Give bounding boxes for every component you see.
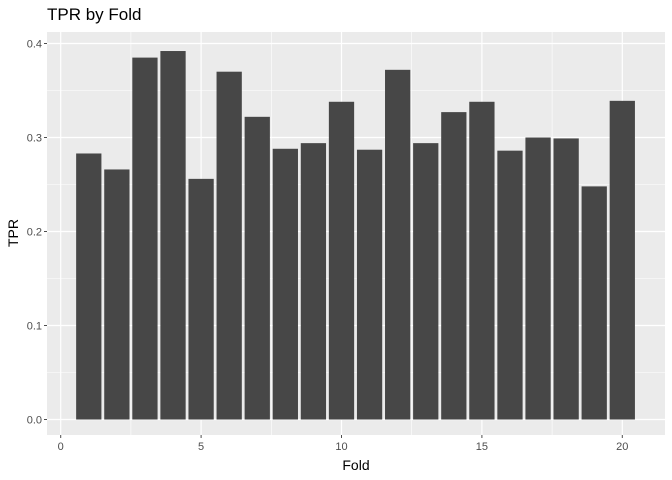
bar	[104, 169, 130, 420]
y-tick-label: 0.2	[27, 227, 42, 239]
x-tick-label: 20	[616, 441, 628, 453]
bar	[609, 100, 635, 420]
x-axis-label: Fold	[342, 457, 369, 473]
x-tick-label: 10	[335, 441, 347, 453]
bar	[385, 69, 411, 420]
bars	[76, 51, 635, 420]
x-tick-label: 15	[476, 441, 488, 453]
chart-title: TPR by Fold	[47, 5, 141, 24]
bar	[553, 138, 579, 420]
bar	[525, 137, 551, 420]
bar	[160, 51, 186, 420]
bar	[413, 143, 439, 420]
bar	[188, 178, 214, 420]
bar	[300, 143, 327, 420]
x-tick-label: 0	[58, 441, 64, 453]
bar	[581, 186, 607, 420]
bar	[132, 57, 158, 420]
bar	[328, 101, 355, 420]
bar	[244, 116, 270, 420]
bar	[497, 150, 523, 420]
y-tick-label: 0.4	[27, 39, 42, 51]
bar	[356, 149, 383, 420]
bar	[216, 71, 242, 420]
bar	[272, 148, 298, 420]
y-tick-label: 0.1	[27, 321, 42, 333]
bar	[76, 153, 102, 420]
axis-ticks: 0.0 0.1 0.2 0.3 0.4 0 5 10 15 20	[27, 39, 629, 454]
y-axis-label: TPR	[5, 219, 21, 247]
y-tick-label: 0.0	[27, 415, 42, 427]
bar	[469, 101, 495, 420]
x-tick-label: 5	[198, 441, 204, 453]
bar	[441, 112, 467, 420]
y-tick-label: 0.3	[27, 133, 42, 145]
